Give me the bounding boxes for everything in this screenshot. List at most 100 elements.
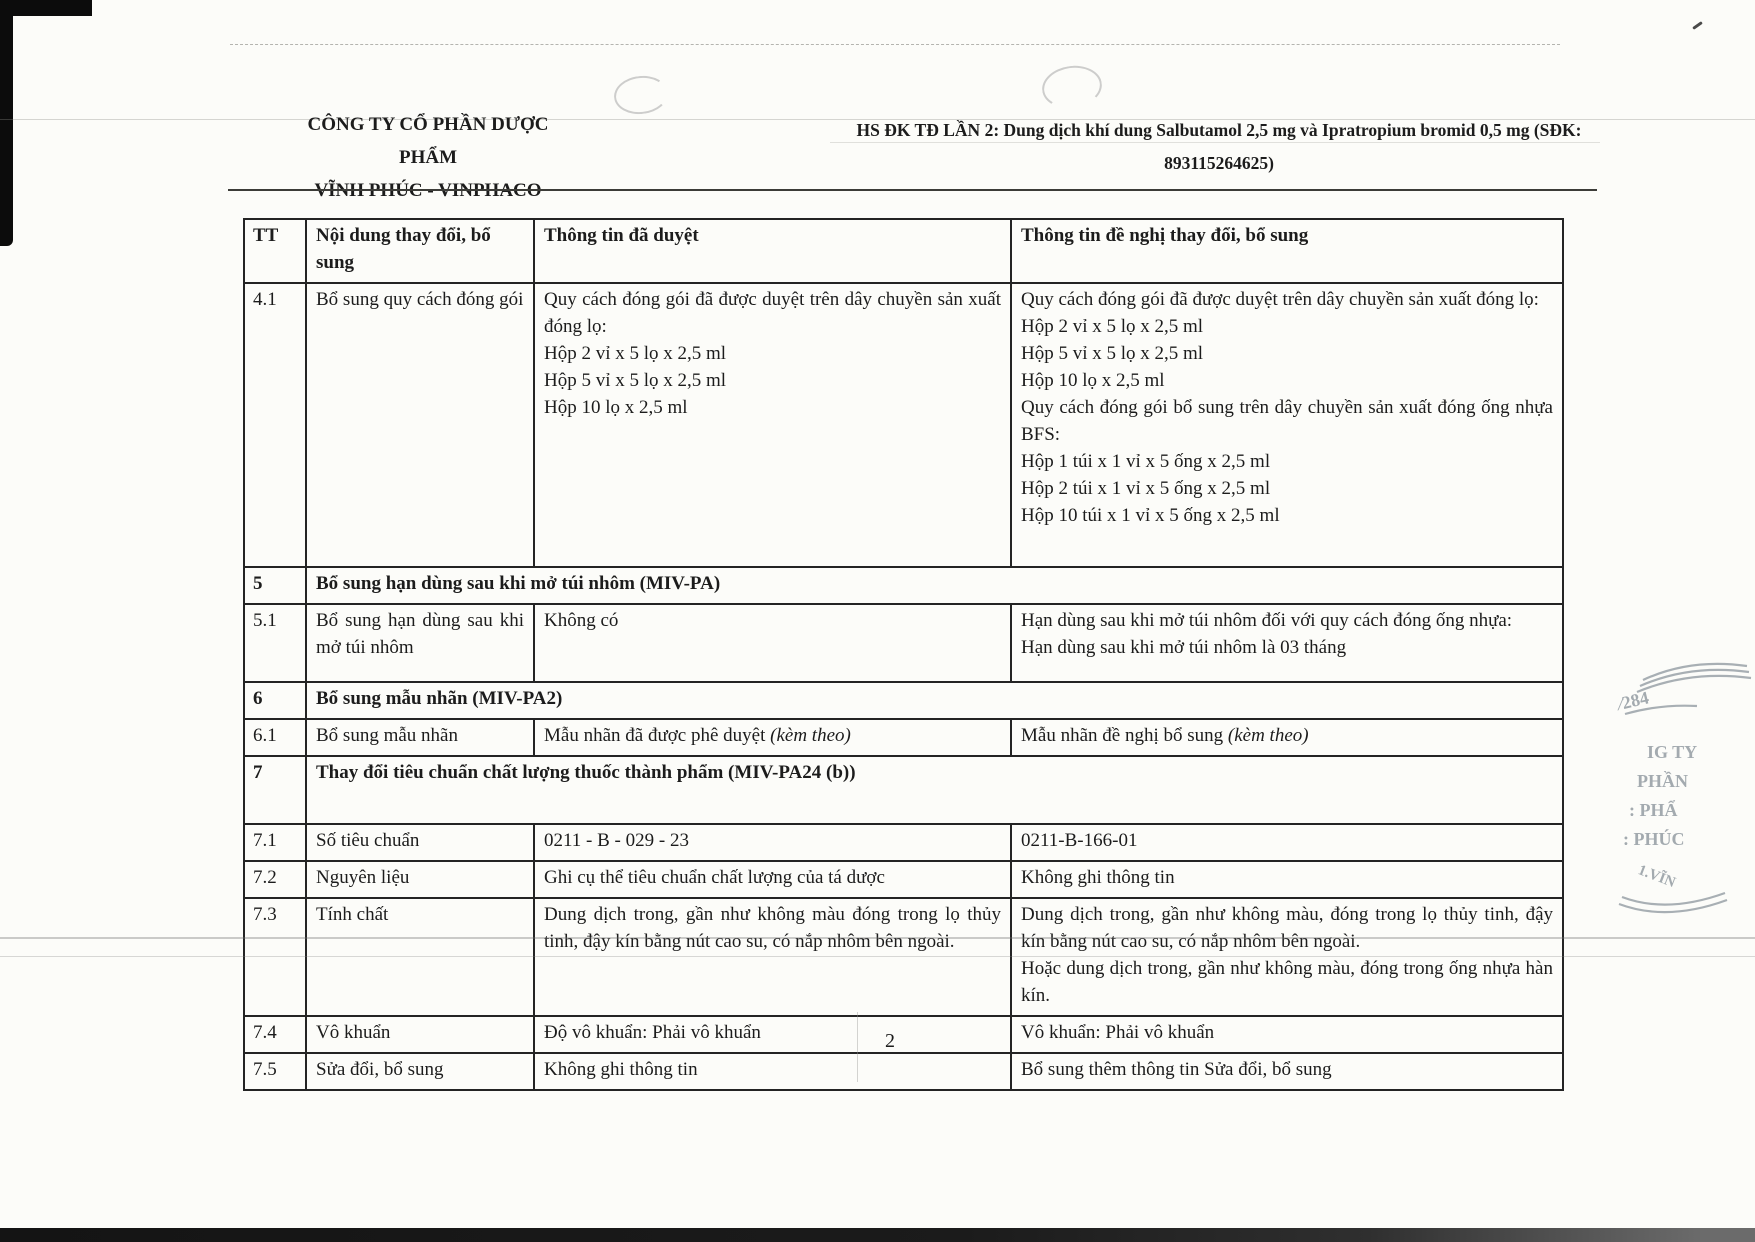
cell-text-line: Quy cách đóng gói đã được duyệt trên dây… — [544, 288, 1001, 337]
row-number-cell: 6.1 — [243, 717, 307, 757]
table-row: 5.1 Bổ sung hạn dùng sau khi mở túi nhôm K… — [243, 602, 1564, 683]
approved-cell: Không có — [533, 602, 1012, 683]
cell-text-line: Hộp 1 túi x 1 vỉ x 5 ống x 2,5 ml — [1021, 450, 1271, 472]
table-row: 7.2 Nguyên liệu Ghi cụ thể tiêu chuẩn chất… — [243, 859, 1564, 899]
change-comparison-table: TT Nội dung thay đổi, bổ sung Thông tin … — [243, 218, 1564, 1091]
company-name-line1: CÔNG TY CỔ PHẦN DƯỢC PHẨM — [307, 114, 549, 168]
page-number: 2 — [885, 1030, 895, 1052]
change-cell: Bổ sung quy cách đóng gói — [305, 281, 535, 568]
cell-text-line: Nguyên liệu — [316, 866, 410, 888]
cell-text-line: Hạn dùng sau khi mở túi nhôm đối với quy… — [1021, 609, 1513, 631]
row-number-cell: 5.1 — [243, 602, 307, 683]
table-row: 7.4 Vô khuẩn Độ vô khuẩn: Phải vô khuẩn Vô … — [243, 1014, 1564, 1054]
approved-cell: Không ghi thông tin — [533, 1051, 1012, 1091]
approved-cell: Độ vô khuẩn: Phải vô khuẩn — [533, 1014, 1012, 1054]
cell-text-line: Số tiêu chuẩn — [316, 829, 420, 851]
cell-text-line: Mẫu nhãn đã được phê duyệt (kèm theo) — [544, 724, 851, 746]
dossier-title-line2: 893115264625) — [1164, 153, 1274, 173]
cell-text-line: Dung dịch trong, gần như không màu, đóng… — [1021, 903, 1553, 952]
section-row: 5 Bổ sung hạn dùng sau khi mở túi nhôm (M… — [243, 565, 1564, 605]
table-row: 7.5 Sửa đổi, bổ sung Không ghi thông tin Bổ… — [243, 1051, 1564, 1091]
scan-line — [0, 937, 1755, 939]
row-number-cell: 7.2 — [243, 859, 307, 899]
cell-text-line: Mẫu nhãn đề nghị bổ sung (kèm theo) — [1021, 724, 1309, 746]
cell-text-line: Dung dịch trong, gần như không màu đóng … — [544, 903, 1001, 952]
dossier-title-line1: HS ĐK TĐ LẦN 2: Dung dịch khí dung Salbu… — [856, 120, 1582, 140]
stamp-fragment: ⁄284 — [1613, 687, 1651, 714]
cell-text-line: Vô khuẩn: Phải vô khuẩn — [1021, 1021, 1215, 1043]
change-cell: Số tiêu chuẩn — [305, 822, 535, 862]
change-cell: Tính chất — [305, 896, 535, 1017]
scan-artifact-top-bar — [0, 0, 92, 16]
company-name-block: CÔNG TY CỔ PHẦN DƯỢC PHẨM VĨNH PHÚC - VI… — [278, 108, 578, 207]
cell-text-line: Hạn dùng sau khi mở túi nhôm là 03 tháng — [1021, 636, 1347, 658]
change-cell: Bổ sung mẫu nhãn — [305, 717, 535, 757]
table-row: 7.1 Số tiêu chuẩn 0211 - B - 029 - 23 0211-… — [243, 822, 1564, 862]
proposed-cell: Hạn dùng sau khi mở túi nhôm đối với quy… — [1010, 602, 1564, 683]
table-row: 4.1 Bổ sung quy cách đóng gói Quy cách đón… — [243, 281, 1564, 568]
approved-cell: Ghi cụ thể tiêu chuẩn chất lượng của tá … — [533, 859, 1012, 899]
stamp-fragment: PHẦN — [1637, 770, 1688, 791]
cell-text-line: Không có — [544, 609, 619, 631]
cell-text-line: Bổ sung thêm thông tin Sửa đổi, bổ sung — [1021, 1058, 1332, 1080]
column-header-change: Nội dung thay đổi, bổ sung — [305, 218, 535, 284]
approved-cell: Quy cách đóng gói đã được duyệt trên dây… — [533, 281, 1012, 568]
cell-text-line: 0211-B-166-01 — [1021, 829, 1138, 851]
row-number-cell: 7.1 — [243, 822, 307, 862]
proposed-cell: 0211-B-166-01 — [1010, 822, 1564, 862]
scan-line — [0, 119, 1755, 120]
dossier-title-block: HS ĐK TĐ LẦN 2: Dung dịch khí dung Salbu… — [838, 114, 1600, 180]
change-cell: Vô khuẩn — [305, 1014, 535, 1054]
stamp-fragment: 1.VĨN — [1636, 860, 1679, 891]
cell-text-line: Hộp 5 vỉ x 5 lọ x 2,5 ml — [544, 369, 727, 391]
cell-text-line: Độ vô khuẩn: Phải vô khuẩn — [544, 1021, 761, 1043]
cell-text-line: Hoặc dung dịch trong, gần như không màu,… — [1021, 957, 1553, 1006]
cell-text-line: Sửa đổi, bổ sung — [316, 1058, 444, 1080]
proposed-cell: Bổ sung thêm thông tin Sửa đổi, bổ sung — [1010, 1051, 1564, 1091]
cell-text-line: Bổ sung quy cách đóng gói — [316, 288, 524, 310]
cell-text-line: Quy cách đóng gói bổ sung trên dây chuyề… — [1021, 396, 1553, 445]
column-header-tt: TT — [243, 218, 307, 284]
change-cell: Sửa đổi, bổ sung — [305, 1051, 535, 1091]
cell-text-line: 0211 - B - 029 - 23 — [544, 829, 689, 851]
proposed-cell: Dung dịch trong, gần như không màu, đóng… — [1010, 896, 1564, 1017]
table-row: 7.3 Tính chất Dung dịch trong, gần như khô… — [243, 896, 1564, 1017]
stamp-fragment: : PHÚC — [1623, 828, 1685, 849]
section-title-cell: Bổ sung hạn dùng sau khi mở túi nhôm (MI… — [305, 565, 1564, 605]
scan-line — [857, 1012, 858, 1082]
section-title-cell: Thay đổi tiêu chuẩn chất lượng thuốc thà… — [305, 754, 1564, 825]
row-number-cell: 4.1 — [243, 281, 307, 568]
row-number-cell: 7.5 — [243, 1051, 307, 1091]
scan-artifact-ellipse — [612, 73, 670, 117]
scan-line — [830, 142, 1600, 143]
table-row: 6.1 Bổ sung mẫu nhãn Mẫu nhãn đã được phê … — [243, 717, 1564, 757]
table-header-row: TT Nội dung thay đổi, bổ sung Thông tin … — [243, 218, 1564, 284]
approved-cell: 0211 - B - 029 - 23 — [533, 822, 1012, 862]
proposed-cell: Mẫu nhãn đề nghị bổ sung (kèm theo) — [1010, 717, 1564, 757]
approved-cell: Mẫu nhãn đã được phê duyệt (kèm theo) — [533, 717, 1012, 757]
row-number-cell: 7.4 — [243, 1014, 307, 1054]
section-row: 6 Bổ sung mẫu nhãn (MIV-PA2) — [243, 680, 1564, 720]
scan-artifact-left-bar — [0, 0, 13, 246]
cell-text-line: Hộp 5 vỉ x 5 lọ x 2,5 ml — [1021, 342, 1204, 364]
row-number-cell: 7 — [243, 754, 307, 825]
scan-line — [230, 44, 1560, 45]
stamp-fragment: : PHẨ — [1629, 799, 1678, 820]
row-number-cell: 6 — [243, 680, 307, 720]
cell-text-line: Bổ sung mẫu nhãn — [316, 724, 458, 746]
cell-text-line: Hộp 10 lọ x 2,5 ml — [544, 396, 688, 418]
cell-text-line: Không ghi thông tin — [1021, 866, 1175, 888]
proposed-cell: Không ghi thông tin — [1010, 859, 1564, 899]
scan-artifact-ellipse — [1039, 62, 1105, 112]
cell-text-line: Quy cách đóng gói đã được duyệt trên dây… — [1021, 288, 1539, 310]
proposed-cell: Vô khuẩn: Phải vô khuẩn — [1010, 1014, 1564, 1054]
cell-text-line: Hộp 10 túi x 1 vỉ x 5 ống x 2,5 ml — [1021, 504, 1280, 526]
cell-text-line: Tính chất — [316, 903, 389, 925]
cell-text-line: Bổ sung hạn dùng sau khi mở túi nhôm — [316, 609, 524, 658]
cell-text-line: Hộp 2 vỉ x 5 lọ x 2,5 ml — [544, 342, 727, 364]
row-number-cell: 5 — [243, 565, 307, 605]
stamp-fragment: IG TY — [1647, 742, 1697, 762]
column-header-proposed: Thông tin đề nghị thay đổi, bổ sung — [1010, 218, 1564, 284]
section-row: 7 Thay đổi tiêu chuẩn chất lượng thuốc th… — [243, 754, 1564, 825]
